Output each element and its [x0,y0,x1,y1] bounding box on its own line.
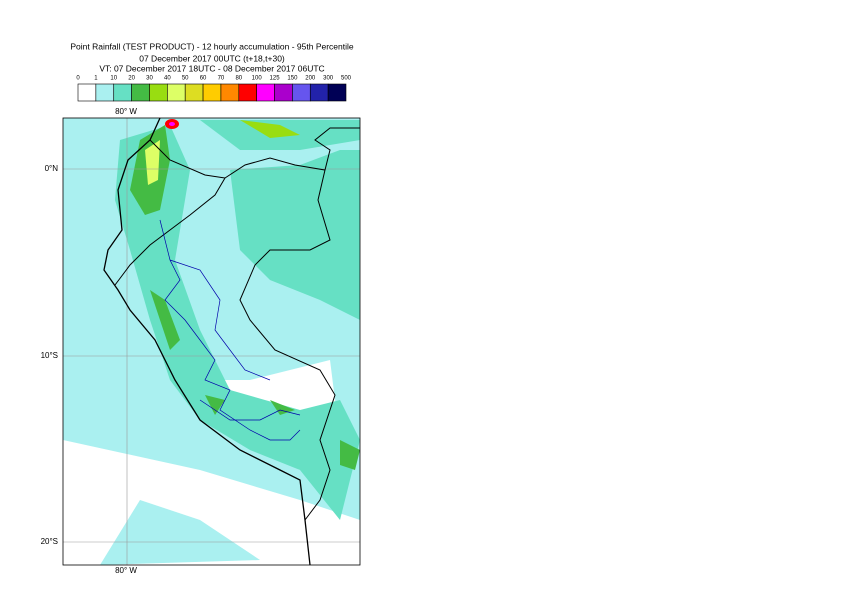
colorbar: 0 1 10 20 30 40 50 60 70 80 100 125 150 200 300 500 [76,76,352,102]
colorbar-swatch [202,83,222,102]
colorbar-swatch [149,83,168,102]
colorbar-swatch [95,83,115,102]
valid-time: VT: 07 December 2017 18UTC - 08 December… [99,63,324,73]
colorbar-swatch [220,83,240,102]
lat-label: 20°S [41,537,58,546]
colorbar-label: 0 [76,76,80,82]
colorbar-swatch [77,83,97,102]
colorbar-label: 1 [94,76,98,82]
subtitle: 07 December 2017 00UTC (t+18,t+30) [139,53,285,63]
colorbar-label: 100 [252,76,263,82]
colorbar-swatch [292,83,311,102]
lat-label: 10°S [41,351,58,360]
map-frame [62,117,361,566]
colorbar-swatch [184,83,204,102]
colorbar-label: 80 [235,76,242,82]
colorbar-swatch [327,83,347,102]
colorbar-swatch [113,83,132,102]
colorbar-label: 200 [305,76,316,82]
colorbar-label: 70 [218,76,225,82]
lat-label: 0°N [45,164,59,173]
map [63,118,360,565]
colorbar-swatch [238,83,257,102]
colorbar-swatch [274,83,293,102]
title: Point Rainfall (TEST PRODUCT) - 12 hourl… [70,41,354,51]
colorbar-label: 20 [128,76,135,82]
colorbar-label: 300 [323,76,334,82]
colorbar-label: 60 [200,76,207,82]
colorbar-label: 50 [182,76,189,82]
colorbar-label: 150 [287,76,298,82]
lon-label: 80° W [115,107,137,116]
colorbar-swatch [256,83,275,102]
lon-label: 80° W [115,566,137,575]
colorbar-label: 30 [146,76,153,82]
colorbar-label: 10 [110,76,117,82]
colorbar-label: 125 [270,76,281,82]
colorbar-swatch [131,83,150,102]
colorbar-swatch [309,83,329,102]
colorbar-label: 500 [341,76,352,82]
colorbar-swatch [167,83,186,102]
colorbar-label: 40 [164,76,171,82]
